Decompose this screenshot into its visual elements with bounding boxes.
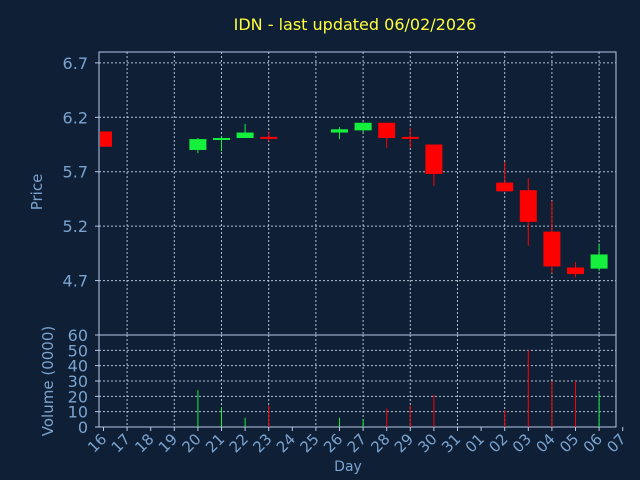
x-tick-label: 21: [202, 430, 228, 456]
candle-16: [100, 131, 112, 147]
x-tick-label: 23: [249, 430, 275, 456]
x-tick-label: 29: [391, 430, 417, 456]
candle-20: [189, 137, 207, 154]
candle-body: [425, 144, 443, 174]
x-tick-label: 20: [178, 430, 204, 456]
candles: [100, 122, 608, 278]
price-tick-label: 4.7: [63, 272, 88, 291]
x-axis-label: Day: [334, 459, 362, 475]
candle-04: [543, 201, 561, 273]
candle-27: [354, 122, 372, 133]
candle-body: [354, 122, 372, 131]
volume-tick-label: 60: [68, 326, 88, 345]
candle-body: [543, 231, 561, 267]
x-tick-label: 02: [485, 430, 511, 456]
volume-axis-label: Volume (0000): [39, 326, 57, 436]
price-tick-labels: 6.7 6.2 5.7 5.2 4.7: [63, 54, 99, 291]
price-panel-frame: [98, 51, 617, 336]
x-tick-label: 07: [603, 430, 629, 456]
x-tick-label: 01: [462, 430, 488, 456]
volume-bars: [197, 350, 600, 427]
x-tick-label: 06: [580, 430, 606, 456]
volume-tick-label: 50: [68, 341, 88, 360]
x-tick-labels: 1617181920212223242526272829303101020304…: [84, 427, 630, 456]
volume-grid: [99, 335, 616, 427]
volume-tick-label: 0: [78, 418, 88, 437]
x-tick-label: 26: [320, 430, 346, 456]
x-tick-label: 03: [509, 430, 535, 456]
x-tick-label: 17: [108, 430, 134, 456]
candle-body: [590, 254, 608, 269]
volume-tick-label: 40: [68, 357, 88, 376]
volume-tick-label: 20: [68, 387, 88, 406]
candle-05: [567, 262, 584, 278]
x-tick-label: 28: [367, 430, 393, 456]
candle-body: [260, 136, 278, 139]
candle-body: [100, 131, 112, 147]
chart-title: IDN - last updated 06/02/2026: [234, 15, 477, 34]
x-tick-label: 18: [131, 430, 157, 456]
price-axis-label: Price: [28, 174, 46, 211]
candle-21: [213, 136, 230, 152]
candle-02: [496, 161, 514, 192]
x-tick-label: 24: [273, 430, 299, 456]
candle-body: [236, 132, 254, 138]
volume-tick-label: 30: [68, 372, 88, 391]
x-tick-label: 25: [296, 430, 322, 456]
x-tick-label: 27: [344, 430, 370, 456]
candle-23: [260, 131, 278, 142]
candle-body: [519, 190, 537, 222]
candle-06: [590, 243, 608, 271]
candle-03: [519, 178, 537, 246]
volume-tick-label: 10: [68, 403, 88, 422]
candle-28: [378, 122, 396, 148]
x-tick-label: 04: [532, 430, 558, 456]
x-tick-label: 19: [155, 430, 181, 456]
candle-body: [331, 129, 348, 133]
price-tick-label: 5.2: [63, 217, 88, 236]
price-tick-label: 5.7: [63, 163, 88, 182]
candle-body: [378, 122, 396, 138]
candle-30: [425, 144, 443, 186]
x-tick-label: 31: [438, 430, 464, 456]
candle-22: [236, 123, 254, 138]
x-tick-label: 22: [226, 430, 252, 456]
candle-body: [401, 136, 419, 139]
candle-body: [189, 139, 207, 150]
x-tick-label: 16: [84, 430, 110, 456]
x-tick-label: 05: [556, 430, 582, 456]
candle-29: [401, 128, 419, 148]
candle-body: [496, 182, 514, 192]
candle-body: [567, 267, 584, 275]
candle-26: [331, 127, 348, 140]
price-grid: [99, 52, 616, 335]
price-tick-label: 6.2: [63, 108, 88, 127]
price-tick-label: 6.7: [63, 54, 88, 73]
candle-body: [213, 137, 230, 140]
x-tick-label: 30: [414, 430, 440, 456]
